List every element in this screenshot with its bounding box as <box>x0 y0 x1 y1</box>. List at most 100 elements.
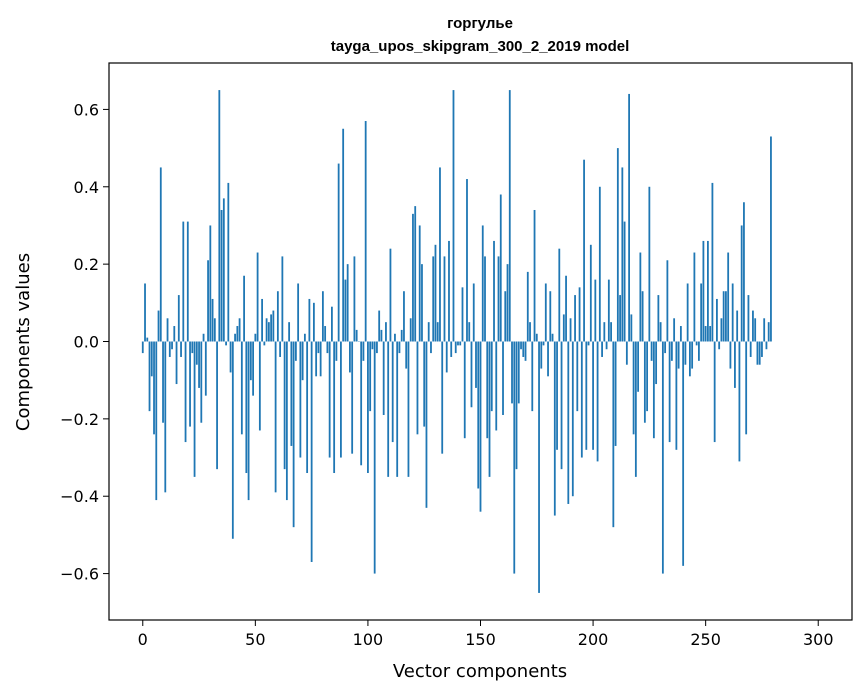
bar <box>171 341 173 350</box>
bar <box>675 341 678 450</box>
bar <box>612 341 615 528</box>
bar <box>441 341 444 454</box>
bar <box>702 240 705 342</box>
bar <box>236 326 239 342</box>
x-tick-label: 200 <box>578 630 609 649</box>
bar <box>619 295 621 342</box>
bar <box>652 341 655 439</box>
bar <box>333 341 336 474</box>
bar <box>216 341 218 470</box>
bar <box>549 291 552 342</box>
bar <box>321 291 324 342</box>
bar <box>436 322 439 342</box>
bar <box>571 341 574 497</box>
bar <box>607 279 610 342</box>
bar <box>168 341 171 357</box>
bar <box>213 318 216 342</box>
bar <box>162 341 164 423</box>
x-tick-label: 300 <box>803 630 834 649</box>
bar <box>418 225 421 342</box>
bar <box>490 341 493 412</box>
bar <box>328 341 331 458</box>
bar <box>639 252 642 342</box>
bar <box>191 341 194 354</box>
bar <box>758 341 761 365</box>
bar <box>738 341 741 462</box>
bar <box>630 314 633 342</box>
bar <box>403 291 405 342</box>
bar <box>526 271 529 342</box>
bar <box>499 194 502 342</box>
bar <box>351 341 354 454</box>
bar <box>297 283 300 342</box>
bar <box>655 341 658 385</box>
bar <box>362 341 365 361</box>
bar <box>477 341 480 489</box>
bar <box>637 341 640 392</box>
bar <box>448 240 450 342</box>
bar <box>601 341 603 357</box>
bar <box>371 341 374 350</box>
bar <box>150 341 153 377</box>
bar <box>682 341 685 566</box>
bar <box>148 341 151 412</box>
bar <box>443 256 446 342</box>
bar <box>234 333 236 342</box>
bar <box>641 291 644 342</box>
bar <box>556 341 558 450</box>
bar <box>308 298 311 342</box>
bar <box>589 244 592 342</box>
bar <box>574 295 576 342</box>
bar <box>331 306 333 342</box>
bar <box>315 341 318 377</box>
bar <box>378 310 381 342</box>
bar <box>691 341 694 369</box>
bar <box>299 341 302 458</box>
bar <box>700 283 703 342</box>
bar <box>695 341 698 346</box>
bar <box>623 221 626 342</box>
bar <box>749 341 752 357</box>
bar <box>382 341 385 415</box>
bar <box>513 341 516 574</box>
bar <box>231 341 234 539</box>
bar <box>761 341 763 357</box>
bar <box>247 341 250 501</box>
bar <box>686 283 689 342</box>
bar <box>504 291 507 342</box>
bar <box>524 341 527 361</box>
bar <box>387 341 390 477</box>
bar <box>529 322 531 342</box>
bar <box>317 341 320 354</box>
bar <box>155 341 158 501</box>
bar <box>634 341 637 477</box>
bar <box>177 295 180 342</box>
bar <box>227 182 230 342</box>
bar <box>454 341 457 354</box>
y-tick-label: 0.4 <box>74 178 99 197</box>
bar <box>533 209 536 342</box>
bar <box>587 341 590 346</box>
bar <box>240 341 243 435</box>
bar <box>283 341 286 470</box>
bar <box>538 341 540 593</box>
bar <box>369 341 372 412</box>
bar <box>434 244 437 342</box>
bar <box>542 341 545 346</box>
bar <box>249 341 252 381</box>
bar <box>166 318 169 342</box>
bar <box>405 341 408 369</box>
bar <box>522 341 525 357</box>
bar <box>711 182 714 342</box>
bar <box>625 341 628 365</box>
bar <box>312 302 315 342</box>
bar <box>353 256 356 342</box>
bar <box>736 310 739 342</box>
bar <box>756 341 759 365</box>
bar <box>709 326 712 342</box>
bar <box>189 341 191 427</box>
bar <box>576 341 579 412</box>
bar <box>770 136 772 342</box>
chart-subtitle: tayga_upos_skipgram_300_2_2019 model <box>331 38 630 55</box>
bar <box>258 341 261 431</box>
